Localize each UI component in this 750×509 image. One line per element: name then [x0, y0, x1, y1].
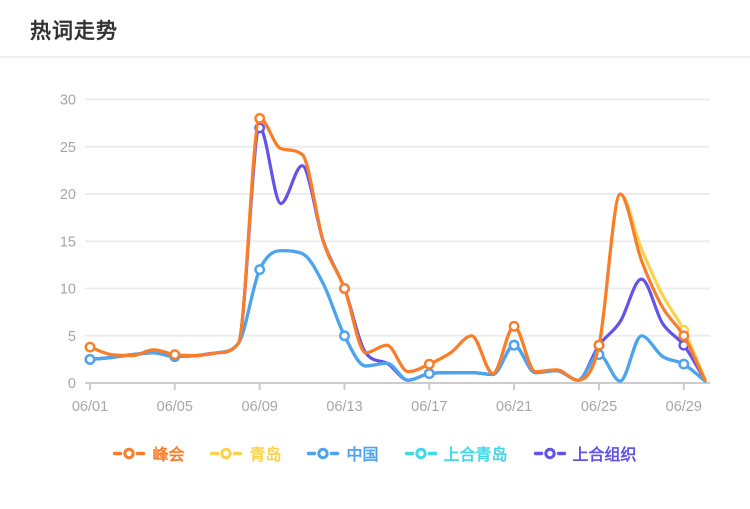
legend-label: 中国 — [346, 447, 379, 464]
series-marker-summit — [169, 349, 181, 360]
y-axis-label: 0 — [68, 376, 76, 392]
series-marker-china — [678, 358, 690, 370]
x-axis-label: 06/21 — [496, 399, 532, 415]
y-axis-label: 10 — [60, 282, 76, 298]
y-axis-label: 5 — [68, 329, 76, 345]
chart-card-header: 热词走势 — [0, 0, 750, 58]
page-title: 热词走势 — [30, 20, 118, 43]
y-axis-label: 25 — [60, 140, 76, 156]
series-marker-summit — [593, 339, 605, 351]
series-marker-summit — [339, 283, 350, 294]
x-axis-label: 06/09 — [242, 399, 278, 415]
legend-item-summit[interactable]: 峰会 — [113, 441, 184, 465]
series-line-sco-org — [88, 126, 707, 382]
y-axis-label: 30 — [60, 93, 76, 109]
series-summit — [84, 113, 707, 382]
legend-marker-icon — [404, 447, 437, 459]
trend-line-chart: 0 5 10 15 20 25 30 06/01 06/05 06/09 06/13 06/17 06/… — [60, 93, 710, 415]
x-axis-label: 06/25 — [581, 399, 617, 415]
x-axis-label: 06/17 — [411, 399, 447, 415]
series-china — [84, 249, 707, 383]
series-marker-summit — [84, 341, 96, 353]
series-marker-china — [339, 330, 350, 342]
series-sco-qingdao — [84, 249, 707, 383]
series-marker-china — [508, 339, 520, 351]
legend-marker-icon — [533, 447, 566, 459]
y-axis-label: 20 — [60, 187, 76, 203]
legend-label: 上合组织 — [572, 447, 637, 464]
series-marker-summit — [508, 320, 520, 332]
legend-marker-icon — [210, 447, 243, 459]
series-line-summit — [88, 116, 707, 382]
x-axis-label: 06/29 — [666, 399, 702, 415]
series-marker-china — [423, 368, 435, 379]
legend-marker-icon — [113, 447, 146, 459]
legend-marker-icon — [307, 447, 340, 459]
x-axis-label: 06/01 — [72, 399, 108, 415]
chart-legend: 峰会 青岛 中国 上合青岛 上合组织 — [0, 441, 750, 465]
series-marker-summit — [254, 113, 266, 124]
legend-item-qingdao[interactable]: 青岛 — [210, 441, 281, 465]
legend-label: 上合青岛 — [443, 447, 508, 464]
series-marker-summit — [678, 330, 690, 342]
legend-item-china[interactable]: 中国 — [307, 441, 379, 465]
legend-label: 峰会 — [152, 447, 185, 464]
legend-label: 青岛 — [249, 447, 282, 464]
series-marker-china — [254, 264, 266, 276]
x-axis-label: 06/05 — [157, 399, 193, 415]
series-marker-china — [84, 353, 96, 365]
legend-item-sco-qingdao[interactable]: 上合青岛 — [404, 441, 508, 465]
series-line-qingdao — [88, 116, 707, 382]
series-sco-org — [84, 122, 707, 382]
legend-item-sco-org[interactable]: 上合组织 — [533, 441, 637, 465]
y-axis-label: 15 — [60, 234, 76, 250]
series-marker-summit — [423, 358, 435, 370]
x-axis-label: 06/13 — [326, 399, 362, 415]
